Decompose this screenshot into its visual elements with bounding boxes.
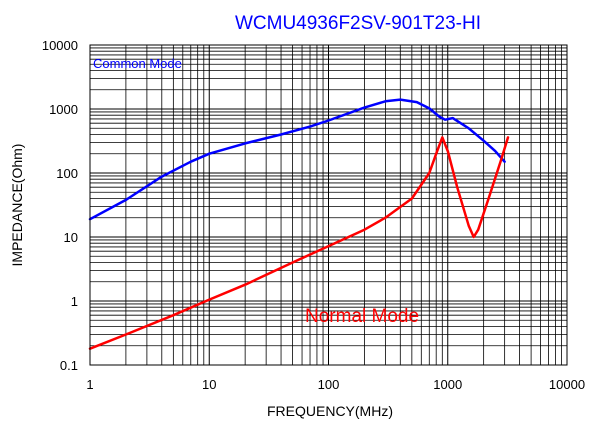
common-mode-label: Common Mode: [93, 56, 182, 71]
chart-series: [90, 100, 508, 349]
x-tick-label: 1000: [433, 377, 462, 392]
x-axis-title: FREQUENCY(MHz): [267, 403, 393, 419]
normal-mode-label: Normal Mode: [305, 306, 419, 327]
x-tick-label: 1: [86, 377, 93, 392]
x-tick-label: 10000: [549, 377, 585, 392]
y-tick-label: 1000: [49, 102, 78, 117]
chart-title: WCMU4936F2SV-901T23-HI: [235, 13, 481, 34]
y-axis-title: IMPEDANCE(Ohm): [9, 144, 25, 267]
tick-labels: 1 10 100 1000 10000 0.1 1 10 100 1000 10000: [42, 38, 585, 392]
y-tick-label: 10: [64, 230, 78, 245]
y-tick-label: 100: [56, 166, 78, 181]
x-tick-label: 10: [202, 377, 216, 392]
y-tick-label: 10000: [42, 38, 78, 53]
series-labels: Common Mode Normal Mode: [93, 56, 419, 327]
y-tick-label: 1: [71, 294, 78, 309]
x-tick-label: 100: [318, 377, 340, 392]
y-tick-label: 0.1: [60, 358, 78, 373]
